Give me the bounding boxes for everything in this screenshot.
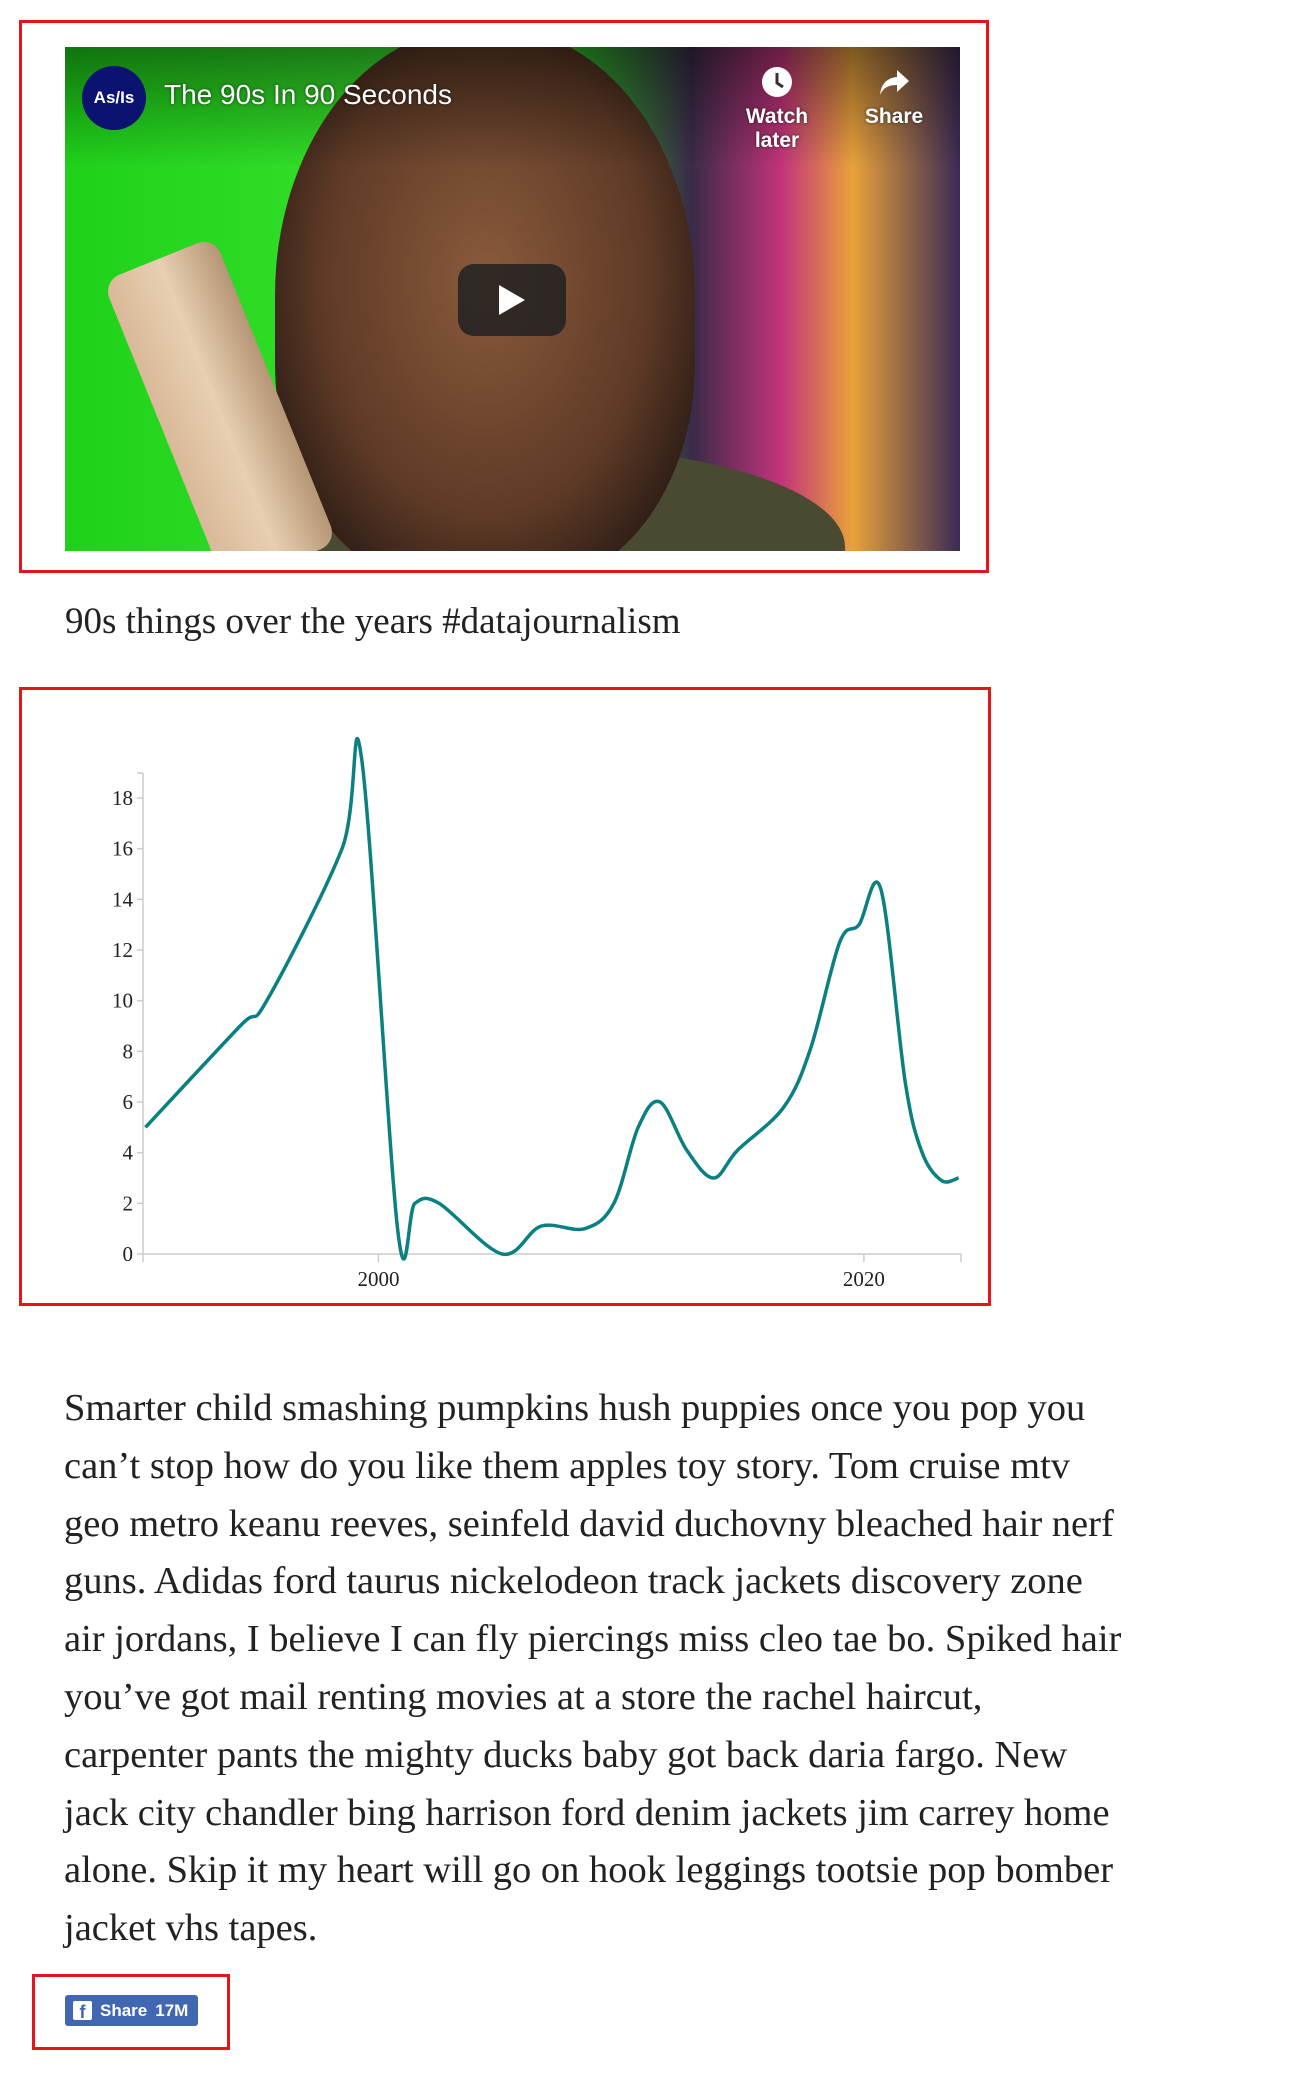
y-tick-label: 6: [123, 1090, 134, 1114]
paragraph-line: Smarter child smashing pumpkins hush pup…: [64, 1387, 1086, 1429]
play-icon: [499, 285, 525, 315]
chart-caption: 90s things over the years #datajournalis…: [65, 601, 681, 642]
y-tick-label: 16: [112, 837, 133, 861]
y-tick-label: 8: [123, 1039, 134, 1063]
y-tick-label: 12: [112, 938, 133, 962]
share-arrow-icon: [880, 70, 909, 95]
paragraph-line: carpenter pants the mighty ducks baby go…: [64, 1733, 1068, 1776]
paragraph-line: jacket vhs tapes.: [64, 1907, 318, 1950]
y-tick-label: 4: [123, 1141, 134, 1165]
video-embed-highlight: [19, 20, 989, 573]
watch-later-label: Watch later: [745, 105, 809, 152]
paragraph-line: can’t stop how do you like them apples t…: [64, 1444, 1071, 1487]
share-video-button[interactable]: Share: [839, 65, 949, 129]
x-tick-label: 2000: [357, 1267, 399, 1291]
share-label: Share: [864, 105, 924, 128]
x-tick-label: 2020: [843, 1267, 885, 1291]
y-tick-label: 2: [123, 1191, 134, 1215]
facebook-share-button[interactable]: f Share 17M: [65, 1995, 198, 2026]
paragraph-line: alone. Skip it my heart will go on hook …: [64, 1849, 1114, 1892]
video-player[interactable]: As/Is The 90s In 90 Seconds Watch later …: [65, 47, 960, 551]
share-button-label: Share: [100, 2000, 148, 2020]
y-tick-label: 0: [123, 1242, 134, 1266]
share-highlight: [32, 1974, 230, 2050]
y-tick-label: 18: [112, 786, 133, 810]
y-tick-label: 10: [112, 989, 133, 1013]
paragraph-line: guns. Adidas ford taurus nickelodeon tra…: [64, 1560, 1083, 1603]
series-line: [144, 736, 960, 1261]
paragraph-line: air jordans, I believe I can fly piercin…: [64, 1618, 1122, 1661]
paragraph-line: jack city chandler bing harrison ford de…: [64, 1791, 1110, 1834]
paragraph-line: geo metro keanu reeves, seinfeld david d…: [64, 1502, 1114, 1545]
facebook-icon: f: [73, 2001, 92, 2020]
video-top-gradient: [65, 47, 960, 167]
y-tick-label: 14: [112, 887, 134, 911]
channel-avatar[interactable]: As/Is: [82, 66, 146, 130]
clock-icon: [762, 67, 792, 97]
video-title[interactable]: The 90s In 90 Seconds: [164, 79, 452, 110]
watch-later-button[interactable]: Watch later: [722, 65, 832, 153]
line-chart: 0 2 4 6 8 10 12 14 16 18 2000 2020: [112, 736, 962, 1291]
paragraph-line: you’ve got mail renting movies at a stor…: [64, 1675, 983, 1718]
chart-highlight: [19, 687, 991, 1306]
article-paragraph: Smarter child smashing pumpkins hush pup…: [64, 1380, 1121, 1958]
share-count: 17M: [155, 2000, 189, 2020]
play-button[interactable]: [458, 264, 566, 336]
